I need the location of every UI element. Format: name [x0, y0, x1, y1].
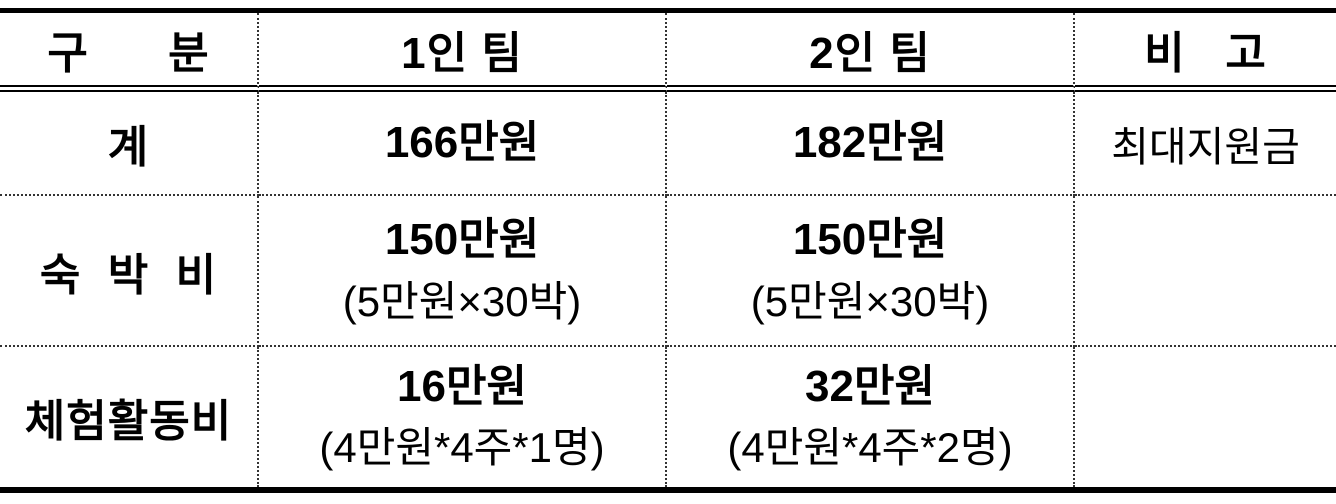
- row-activity-label: 체험활동비: [24, 397, 233, 446]
- header-label-category: 구 분: [47, 29, 210, 78]
- header-cell-team1: 1인 팀: [259, 13, 667, 92]
- row-total-team2-amount: 182만원: [792, 118, 948, 168]
- row-lodging-team1-cell: 150만원 (5만원×30박): [259, 196, 667, 347]
- row-total-note: 최대지원금: [1111, 124, 1300, 170]
- support-amount-table: 구 분 1인 팀 2인 팀 비 고 계 166만원 182만원 최대지원금 숙 …: [0, 8, 1336, 493]
- row-total-team1-cell: 166만원: [259, 92, 667, 196]
- header-label-team1: 1인 팀: [401, 29, 523, 78]
- row-total-team1-amount: 166만원: [384, 118, 540, 168]
- row-lodging-note-cell: [1075, 196, 1336, 347]
- row-lodging-team1-formula: (5만원×30박): [342, 277, 582, 325]
- header-cell-category: 구 분: [0, 13, 259, 92]
- row-lodging-label: 숙 박 비: [39, 250, 218, 300]
- row-lodging-team2-amount: 150만원: [792, 215, 948, 265]
- row-activity-team2-formula: (4만원*4주*2명): [727, 424, 1013, 472]
- row-activity-team2-cell: 32만원 (4만원*4주*2명): [667, 347, 1075, 487]
- row-activity-team1-formula: (4만원*4주*1명): [319, 424, 605, 472]
- row-lodging-team1-amount: 150만원: [384, 215, 540, 265]
- row-lodging-label-cell: 숙 박 비: [0, 196, 259, 347]
- row-activity-note-cell: [1075, 347, 1336, 487]
- row-activity-team2-amount: 32만원: [805, 361, 935, 411]
- row-activity-team1-cell: 16만원 (4만원*4주*1명): [259, 347, 667, 487]
- row-lodging-team2-cell: 150만원 (5만원×30박): [667, 196, 1075, 347]
- row-activity-label-cell: 체험활동비: [0, 347, 259, 487]
- row-activity-team1-amount: 16만원: [397, 361, 527, 411]
- header-label-team2: 2인 팀: [809, 29, 931, 78]
- row-lodging-team2-formula: (5만원×30박): [750, 277, 990, 325]
- header-cell-team2: 2인 팀: [667, 13, 1075, 92]
- row-total-label: 계: [107, 123, 150, 172]
- row-total-team2-cell: 182만원: [667, 92, 1075, 196]
- header-label-note: 비 고: [1144, 29, 1267, 78]
- header-cell-note: 비 고: [1075, 13, 1336, 92]
- row-total-note-cell: 최대지원금: [1075, 92, 1336, 196]
- row-total-label-cell: 계: [0, 92, 259, 196]
